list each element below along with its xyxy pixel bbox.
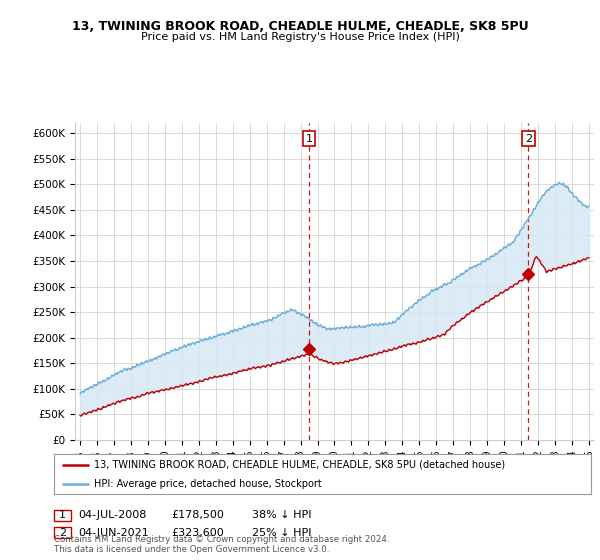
Text: 13, TWINING BROOK ROAD, CHEADLE HULME, CHEADLE, SK8 5PU: 13, TWINING BROOK ROAD, CHEADLE HULME, C… — [71, 20, 529, 32]
Text: Contains HM Land Registry data © Crown copyright and database right 2024.
This d: Contains HM Land Registry data © Crown c… — [54, 535, 389, 554]
Text: HPI: Average price, detached house, Stockport: HPI: Average price, detached house, Stoc… — [94, 479, 322, 489]
Text: 13, TWINING BROOK ROAD, CHEADLE HULME, CHEADLE, SK8 5PU (detached house): 13, TWINING BROOK ROAD, CHEADLE HULME, C… — [94, 460, 505, 470]
Text: 04-JUL-2008: 04-JUL-2008 — [78, 510, 146, 520]
Text: £323,600: £323,600 — [171, 528, 224, 538]
Text: 2: 2 — [59, 528, 66, 538]
Text: 1: 1 — [59, 510, 66, 520]
Text: 04-JUN-2021: 04-JUN-2021 — [78, 528, 149, 538]
Text: 25% ↓ HPI: 25% ↓ HPI — [252, 528, 311, 538]
Text: 1: 1 — [305, 133, 313, 143]
Text: 38% ↓ HPI: 38% ↓ HPI — [252, 510, 311, 520]
Text: £178,500: £178,500 — [171, 510, 224, 520]
Text: Price paid vs. HM Land Registry's House Price Index (HPI): Price paid vs. HM Land Registry's House … — [140, 32, 460, 43]
Text: 2: 2 — [524, 133, 532, 143]
